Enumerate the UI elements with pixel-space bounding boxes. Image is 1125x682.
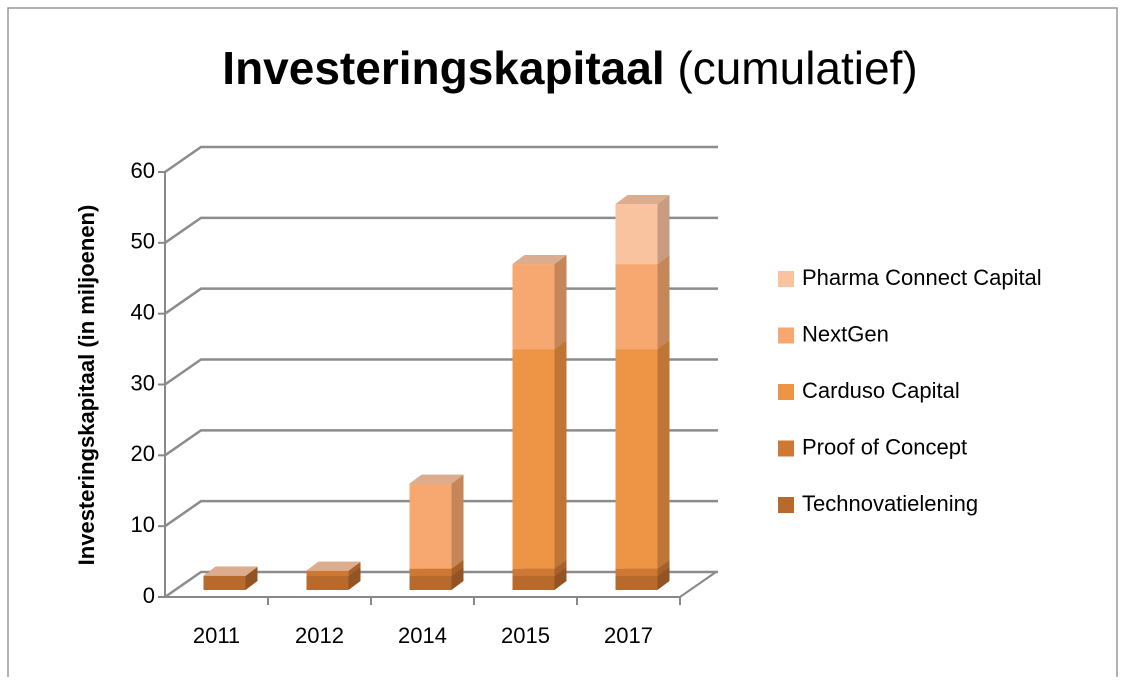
bar-side xyxy=(657,566,670,590)
legend-swatch xyxy=(778,271,794,287)
bar-side xyxy=(554,340,567,569)
bar-front xyxy=(306,570,349,576)
grid-line xyxy=(164,216,718,244)
legend-label: Carduso Capital xyxy=(802,378,960,403)
bar-front xyxy=(512,575,555,590)
grid-line xyxy=(164,145,718,174)
bar-front xyxy=(512,568,555,576)
bar-side xyxy=(554,559,567,576)
x-tick-label: 2012 xyxy=(295,623,344,648)
bar-front xyxy=(615,264,658,350)
x-tick-label: 2017 xyxy=(604,623,653,648)
y-tick-label: 50 xyxy=(131,229,155,254)
bar-front xyxy=(409,568,452,576)
bar-side xyxy=(451,566,464,590)
bar-front xyxy=(615,568,658,576)
bar-front xyxy=(615,203,658,265)
x-tick-label: 2015 xyxy=(501,623,550,648)
bar-side xyxy=(554,255,567,350)
bar-side xyxy=(451,474,464,569)
bar-front xyxy=(409,483,452,569)
chart-title: Investeringskapitaal (cumulatief) xyxy=(222,42,917,94)
title-suffix: (cumulatief) xyxy=(677,42,917,94)
y-tick-label: 20 xyxy=(131,441,155,466)
bar-side xyxy=(348,566,361,590)
bar-side xyxy=(657,559,670,576)
y-tick-label: 10 xyxy=(131,512,155,537)
bar-front xyxy=(615,349,658,569)
bar-top xyxy=(512,255,567,265)
bar-front xyxy=(203,575,246,590)
bar-front xyxy=(615,575,658,590)
bar-side xyxy=(451,559,464,576)
legend-swatch xyxy=(778,440,794,457)
title-main: Investeringskapitaal xyxy=(222,42,664,94)
bar-top xyxy=(203,566,258,576)
y-tick-label: 60 xyxy=(131,158,155,183)
x-tick-label: 2011 xyxy=(193,623,240,648)
bar-side xyxy=(657,194,670,265)
legend-label: Proof of Concept xyxy=(802,434,967,459)
x-tick-label: 2014 xyxy=(398,623,447,648)
bar-side xyxy=(554,566,567,590)
legend-label: NextGen xyxy=(802,321,889,346)
bar-front xyxy=(512,349,555,569)
bar-top xyxy=(615,194,670,204)
bar-front xyxy=(409,575,452,590)
bar-top xyxy=(306,561,361,571)
bar-side xyxy=(657,340,670,569)
legend-swatch xyxy=(778,384,794,400)
legend-swatch xyxy=(778,497,794,513)
y-tick-label: 0 xyxy=(143,583,155,608)
bar-front xyxy=(306,575,349,590)
y-tick-label: 30 xyxy=(131,370,155,395)
bar-side xyxy=(657,255,670,350)
legend-label: Pharma Connect Capital xyxy=(802,265,1042,290)
bar-top xyxy=(409,474,464,484)
legend-swatch xyxy=(778,327,794,344)
bar-side xyxy=(245,566,258,590)
bar-front xyxy=(512,264,555,350)
bar-side xyxy=(348,561,361,576)
y-tick-label: 40 xyxy=(131,299,155,324)
y-axis-label: Investeringskapitaal (in miljoenen) xyxy=(74,205,99,566)
legend-label: Technovatielening xyxy=(802,491,978,516)
